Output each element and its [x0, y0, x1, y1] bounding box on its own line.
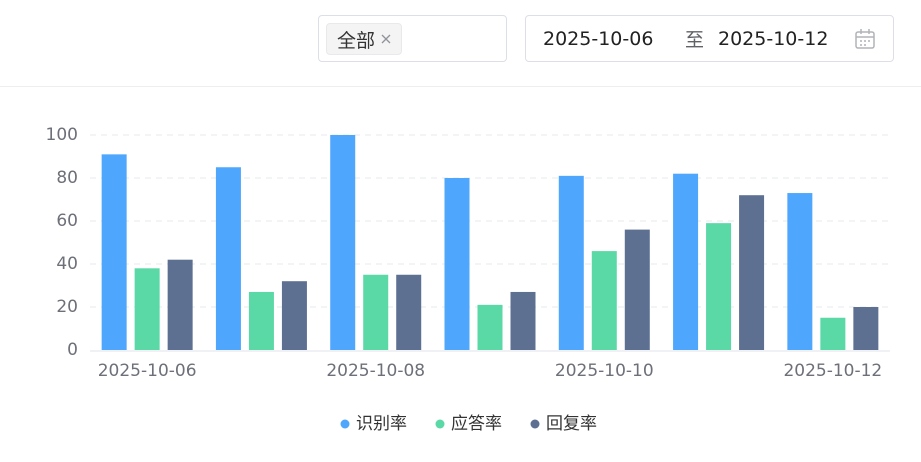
x-tick-label: 2025-10-10	[555, 361, 654, 381]
legend-marker	[435, 419, 445, 429]
calendar-icon	[855, 29, 875, 49]
bar	[673, 173, 699, 350]
legend-label: 回复率	[546, 414, 597, 434]
end-date[interactable]: 2025-10-12	[718, 27, 829, 50]
bar	[787, 193, 813, 350]
bar	[820, 317, 846, 350]
range-separator: 至	[685, 29, 705, 51]
bar	[477, 304, 503, 350]
bar	[853, 307, 879, 350]
bar	[444, 178, 470, 350]
bar	[167, 259, 193, 350]
tag: 全部	[326, 23, 403, 55]
bar	[363, 274, 389, 350]
tag-text: 全部	[337, 29, 376, 52]
start-date[interactable]: 2025-10-06	[543, 27, 654, 50]
legend-marker	[340, 419, 350, 429]
y-tick-label: 20	[56, 297, 78, 317]
bar	[706, 223, 732, 350]
date-range[interactable]: 2025-10-06 至 2025-10-12	[525, 15, 894, 62]
y-tick-label: 60	[56, 211, 78, 231]
bar	[248, 291, 274, 350]
x-tick-label: 2025-10-06	[98, 361, 197, 381]
divider	[0, 86, 921, 87]
x-tick-label: 2025-10-08	[326, 361, 425, 381]
legend-marker	[530, 419, 540, 429]
tag-select[interactable]: 全部	[318, 15, 507, 62]
legend-label: 应答率	[451, 414, 502, 434]
bar	[134, 268, 160, 350]
bar	[281, 281, 307, 350]
bar	[215, 167, 241, 350]
bar	[591, 251, 617, 350]
bar	[510, 291, 536, 350]
y-tick-label: 80	[56, 168, 78, 188]
tag-close[interactable]	[381, 34, 391, 44]
bar	[624, 229, 650, 350]
y-tick-label: 0	[67, 340, 78, 360]
bar	[330, 135, 356, 350]
x-tick-label: 2025-10-12	[783, 361, 882, 381]
y-tick-label: 40	[56, 254, 78, 274]
y-tick-label: 100	[46, 125, 78, 145]
bar	[739, 195, 765, 350]
bar	[101, 154, 127, 350]
legend-label: 识别率	[356, 414, 407, 434]
bar	[558, 175, 584, 350]
bar	[396, 274, 422, 350]
